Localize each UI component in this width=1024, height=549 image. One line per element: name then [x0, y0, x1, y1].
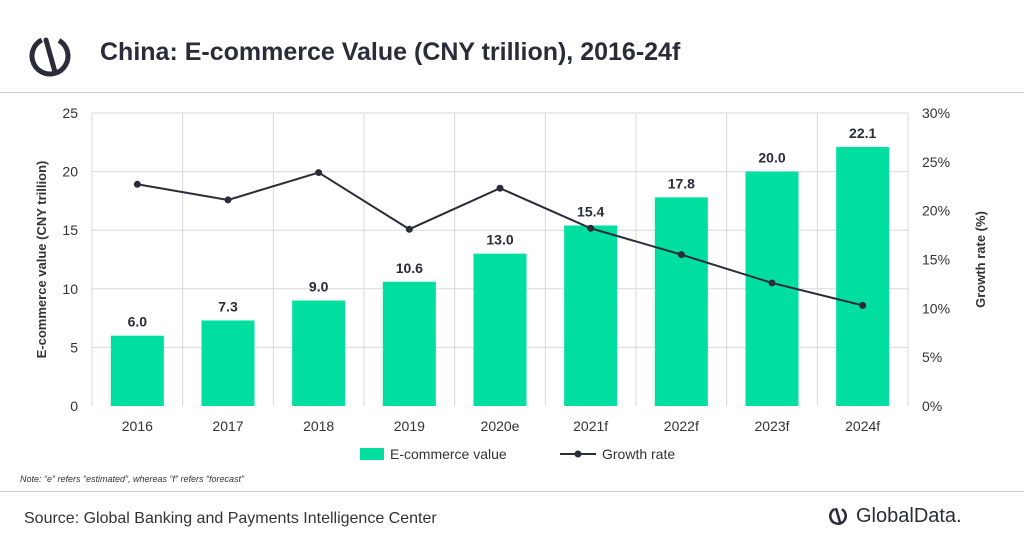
y-tick-label: 0 — [70, 398, 78, 414]
x-tick-label: 2022f — [664, 418, 699, 434]
y2-tick-label: 10% — [922, 300, 950, 316]
legend-label: E-commerce value — [390, 446, 507, 462]
bar — [110, 335, 164, 406]
globaldata-logo-small-icon — [829, 507, 847, 525]
growth-rate-point — [405, 225, 413, 233]
bar — [201, 320, 255, 406]
y-tick-label: 10 — [62, 281, 78, 297]
growth-rate-point — [224, 196, 232, 204]
y-tick-label: 15 — [62, 222, 78, 238]
footnote: Note: “e” refers “estimated”, whereas “f… — [20, 474, 245, 484]
header-divider — [0, 92, 1024, 93]
bar-value-label: 17.8 — [668, 175, 695, 191]
y2-tick-label: 5% — [922, 349, 942, 365]
y-axis-title: E-commerce value (CNY trillion) — [34, 161, 49, 359]
growth-rate-point — [315, 169, 323, 177]
growth-rate-point — [768, 279, 776, 287]
bar-value-label: 13.0 — [486, 232, 513, 248]
y2-tick-label: 30% — [922, 105, 950, 121]
growth-rate-point — [133, 180, 141, 188]
bar — [654, 197, 708, 406]
bar — [473, 253, 527, 406]
growth-rate-point — [859, 301, 867, 309]
x-tick-label: 2017 — [212, 418, 243, 434]
x-tick-label: 2020e — [481, 418, 520, 434]
bar-value-label: 20.0 — [758, 150, 785, 166]
bar-value-label: 6.0 — [128, 314, 148, 330]
y2-axis-title: Growth rate (%) — [973, 211, 988, 308]
bar — [564, 225, 618, 406]
footer-divider — [0, 491, 1024, 492]
bar-value-label: 15.4 — [577, 204, 604, 220]
bar — [382, 281, 436, 406]
growth-rate-point — [677, 251, 685, 259]
bar-value-label: 22.1 — [849, 125, 876, 141]
y2-tick-label: 20% — [922, 203, 950, 219]
y-tick-label: 5 — [70, 339, 78, 355]
page-title: China: E-commerce Value (CNY trillion), … — [100, 38, 681, 66]
x-tick-label: 2019 — [394, 418, 425, 434]
chart: 0 5 10 15 20 25 0% 5% 10% 15% 20% 25% 30% E-commerce … — [34, 105, 988, 462]
brand-name: GlobalData. — [856, 504, 962, 527]
y-tick-label: 25 — [62, 105, 78, 121]
legend-label: Growth rate — [602, 446, 675, 462]
x-tick-label: 2024f — [845, 418, 880, 434]
y2-tick-label: 15% — [922, 252, 950, 268]
globaldata-logo-icon — [29, 35, 71, 77]
bar — [836, 146, 890, 406]
growth-rate-point — [496, 184, 504, 192]
x-tick-label: 2021f — [573, 418, 608, 434]
y-tick-label: 20 — [62, 164, 78, 180]
y2-tick-label: 25% — [922, 154, 950, 170]
growth-rate-point — [587, 224, 595, 232]
legend-line-marker — [574, 450, 582, 458]
legend-bar-swatch — [360, 448, 384, 460]
bar — [745, 171, 799, 406]
bar-value-label: 9.0 — [309, 279, 329, 295]
bar — [292, 300, 346, 406]
x-tick-label: 2018 — [303, 418, 334, 434]
brand-logo: GlobalData. — [826, 504, 962, 528]
bar-value-label: 10.6 — [396, 260, 423, 276]
bar-value-label: 7.3 — [218, 298, 238, 314]
source-text: Source: Global Banking and Payments Inte… — [24, 510, 437, 527]
x-tick-label: 2023f — [754, 418, 789, 434]
y2-tick-label: 0% — [922, 398, 942, 414]
x-tick-label: 2016 — [122, 418, 153, 434]
